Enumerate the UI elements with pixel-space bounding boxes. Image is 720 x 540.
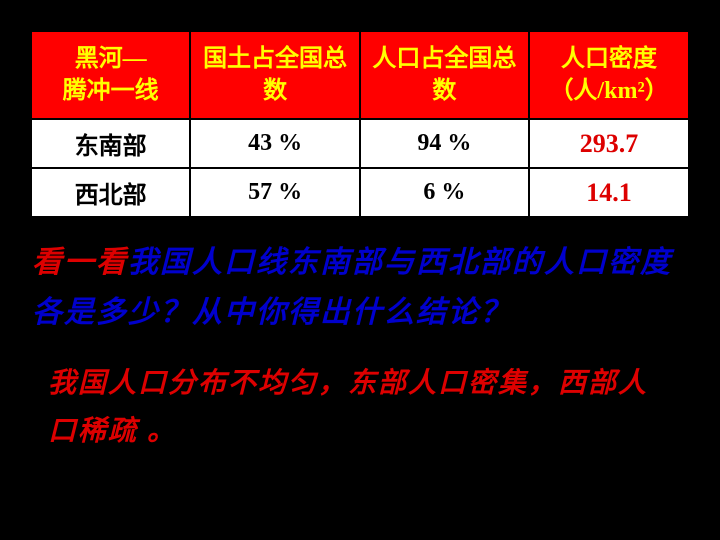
cell-land: 57 % [190, 168, 359, 217]
cell-region: 西北部 [31, 168, 190, 217]
cell-pop: 94 % [360, 119, 529, 168]
cell-density: 14.1 [529, 168, 689, 217]
cell-region: 东南部 [31, 119, 190, 168]
table-row: 西北部 57 % 6 % 14.1 [31, 168, 689, 217]
header-density: 人口密度（人/km²） [529, 31, 689, 119]
cell-land: 43 % [190, 119, 359, 168]
table-header-row: 黑河—腾冲一线 国土占全国总数 人口占全国总数 人口密度（人/km²） [31, 31, 689, 119]
question-text: 看一看我国人口线东南部与西北部的人口密度各是多少？从中你得出什么结论？ [32, 238, 692, 337]
answer-text: 我国人口分布不均匀，东部人口密集，西部人口稀疏 。 [48, 360, 668, 455]
header-land: 国土占全国总数 [190, 31, 359, 119]
cell-pop: 6 % [360, 168, 529, 217]
population-table: 黑河—腾冲一线 国土占全国总数 人口占全国总数 人口密度（人/km²） 东南部 … [30, 30, 690, 218]
header-population: 人口占全国总数 [360, 31, 529, 119]
header-line: 黑河—腾冲一线 [31, 31, 190, 119]
question-lead: 看一看 [32, 246, 128, 279]
population-table-container: 黑河—腾冲一线 国土占全国总数 人口占全国总数 人口密度（人/km²） 东南部 … [30, 30, 690, 218]
table-row: 东南部 43 % 94 % 293.7 [31, 119, 689, 168]
question-body: 我国人口线东南部与西北部的人口密度各是多少？从中你得出什么结论？ [32, 246, 672, 329]
cell-density: 293.7 [529, 119, 689, 168]
